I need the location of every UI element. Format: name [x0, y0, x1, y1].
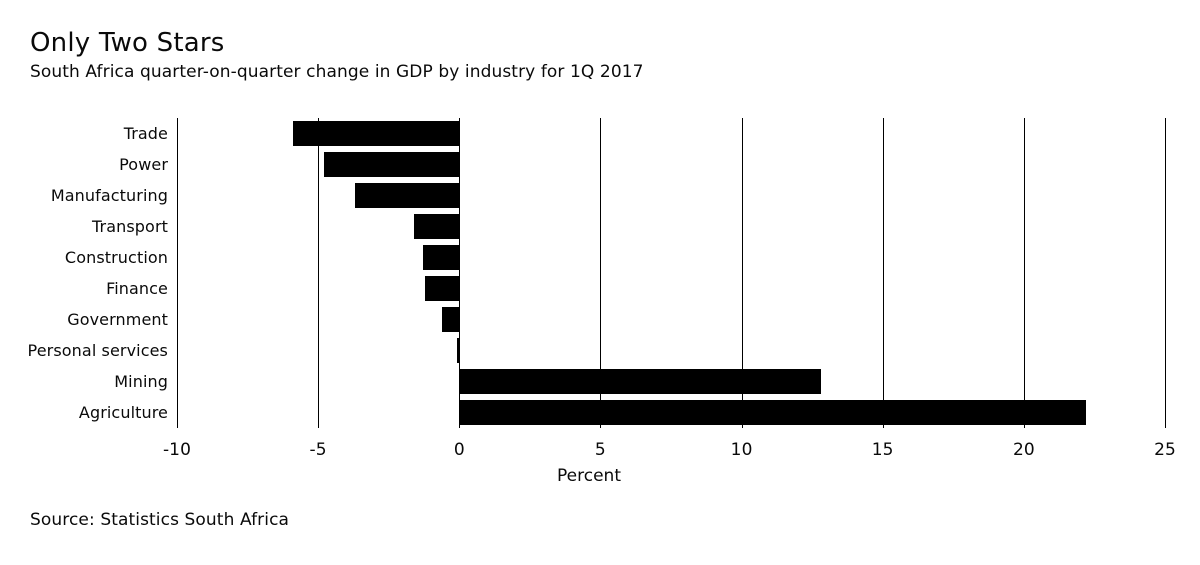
x-tick-label-0: 0	[453, 440, 465, 460]
category-label-power: Power	[119, 155, 168, 174]
bar-mining	[459, 369, 821, 394]
bar-personal-services	[456, 338, 460, 363]
gridline-x--5	[318, 118, 320, 428]
x-tick-label-15: 15	[871, 440, 894, 460]
bar-agriculture	[459, 400, 1086, 425]
source-note: Source: Statistics South Africa	[30, 510, 290, 530]
bar-trade	[292, 121, 460, 146]
bar-manufacturing	[354, 183, 460, 208]
gridline-x-25	[1165, 118, 1166, 428]
chart-title: Only Two Stars	[30, 28, 225, 58]
category-label-transport: Transport	[92, 217, 168, 236]
bar-government	[442, 307, 460, 332]
category-label-finance: Finance	[106, 279, 168, 298]
category-label-construction: Construction	[64, 248, 168, 267]
category-label-personal-services: Personal services	[27, 341, 168, 360]
x-axis-title: Percent	[557, 466, 621, 486]
chart-subtitle: South Africa quarter-on-quarter change i…	[30, 62, 644, 82]
gridline-x--10	[177, 118, 178, 428]
category-label-manufacturing: Manufacturing	[50, 186, 168, 205]
category-label-government: Government	[67, 310, 168, 329]
x-tick-label-25: 25	[1154, 440, 1176, 460]
gridline-x-0	[459, 118, 461, 428]
bar-transport	[414, 214, 460, 239]
x-tick-label-5: 5	[594, 440, 606, 460]
x-tick-label--5: -5	[309, 440, 327, 460]
plot-area	[177, 118, 1166, 428]
gridline-x-5	[600, 118, 602, 428]
y-axis-category-labels: Trade Power Manufacturing Transport Construc…	[0, 118, 168, 428]
bar-construction	[422, 245, 460, 270]
gridline-x-20	[1023, 118, 1025, 428]
x-tick-label-10: 10	[730, 440, 753, 460]
category-label-mining: Mining	[114, 372, 168, 391]
category-label-agriculture: Agriculture	[78, 403, 168, 422]
bar-finance	[425, 276, 460, 301]
x-axis-tick-labels: -10 -5 0 5 10 15 20 25	[163, 440, 1176, 462]
x-tick-label-20: 20	[1012, 440, 1035, 460]
gridline-x-10	[741, 118, 743, 428]
gridline-x-15	[882, 118, 884, 428]
x-tick-label--10: -10	[162, 440, 192, 460]
category-label-trade: Trade	[123, 124, 168, 143]
bar-power	[323, 152, 460, 177]
